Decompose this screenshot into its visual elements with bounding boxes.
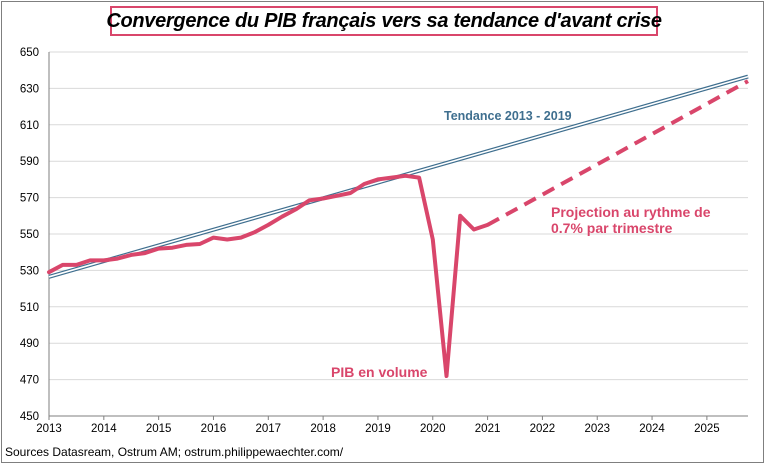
x-tick-label: 2015 <box>146 423 172 435</box>
y-tick-label: 470 <box>20 375 39 387</box>
projection-label-line1: Projection au rythme de <box>551 204 711 220</box>
gridlines <box>48 51 748 417</box>
chart-title-box: Convergence du PIB français vers sa tend… <box>106 6 662 36</box>
y-tick-label: 510 <box>20 302 39 314</box>
x-tick-label: 2018 <box>310 423 336 435</box>
x-tick-label: 2023 <box>584 423 610 435</box>
x-tick-label: 2017 <box>255 423 281 435</box>
x-tick-label: 2014 <box>91 423 117 435</box>
chart-title: Convergence du PIB français vers sa tend… <box>106 9 662 32</box>
x-tick-label: 2020 <box>420 423 446 435</box>
x-tick-label: 2025 <box>694 423 720 435</box>
y-tick-label: 450 <box>20 411 39 423</box>
x-tick-label: 2024 <box>639 423 665 435</box>
y-tick-label: 570 <box>20 193 39 205</box>
y-tick-label: 530 <box>20 265 39 277</box>
series-gdp-line <box>47 173 490 378</box>
x-tick-label: 2022 <box>530 423 556 435</box>
y-tick-label: 650 <box>20 47 39 59</box>
series-group <box>47 74 749 378</box>
x-tick-label: 2019 <box>365 423 391 435</box>
y-tick-label: 490 <box>20 338 39 350</box>
projection-label-line2: 0.7% par trimestre <box>551 220 673 236</box>
source-note: Sources Datasream, Ostrum AM; ostrum.phi… <box>5 445 344 459</box>
y-tick-label: 610 <box>20 120 39 132</box>
x-tick-label: 2013 <box>36 423 62 435</box>
x-tick-label: 2021 <box>475 423 501 435</box>
x-tick-label: 2016 <box>201 423 227 435</box>
gdp-label: PIB en volume <box>331 364 428 380</box>
series-projection-line <box>486 79 749 227</box>
y-tick-label: 630 <box>20 83 39 95</box>
x-axis-tick-labels: 2013 2014 2015 2016 2017 2018 2019 2020 2021 2022… <box>36 416 720 435</box>
y-tick-label: 550 <box>20 229 39 241</box>
y-tick-label: 590 <box>20 156 39 168</box>
y-axis-tick-labels: 450 470 490 510 530 550 570 590 610 630 650 <box>20 47 39 423</box>
trend-label: Tendance 2013 - 2019 <box>444 109 572 123</box>
